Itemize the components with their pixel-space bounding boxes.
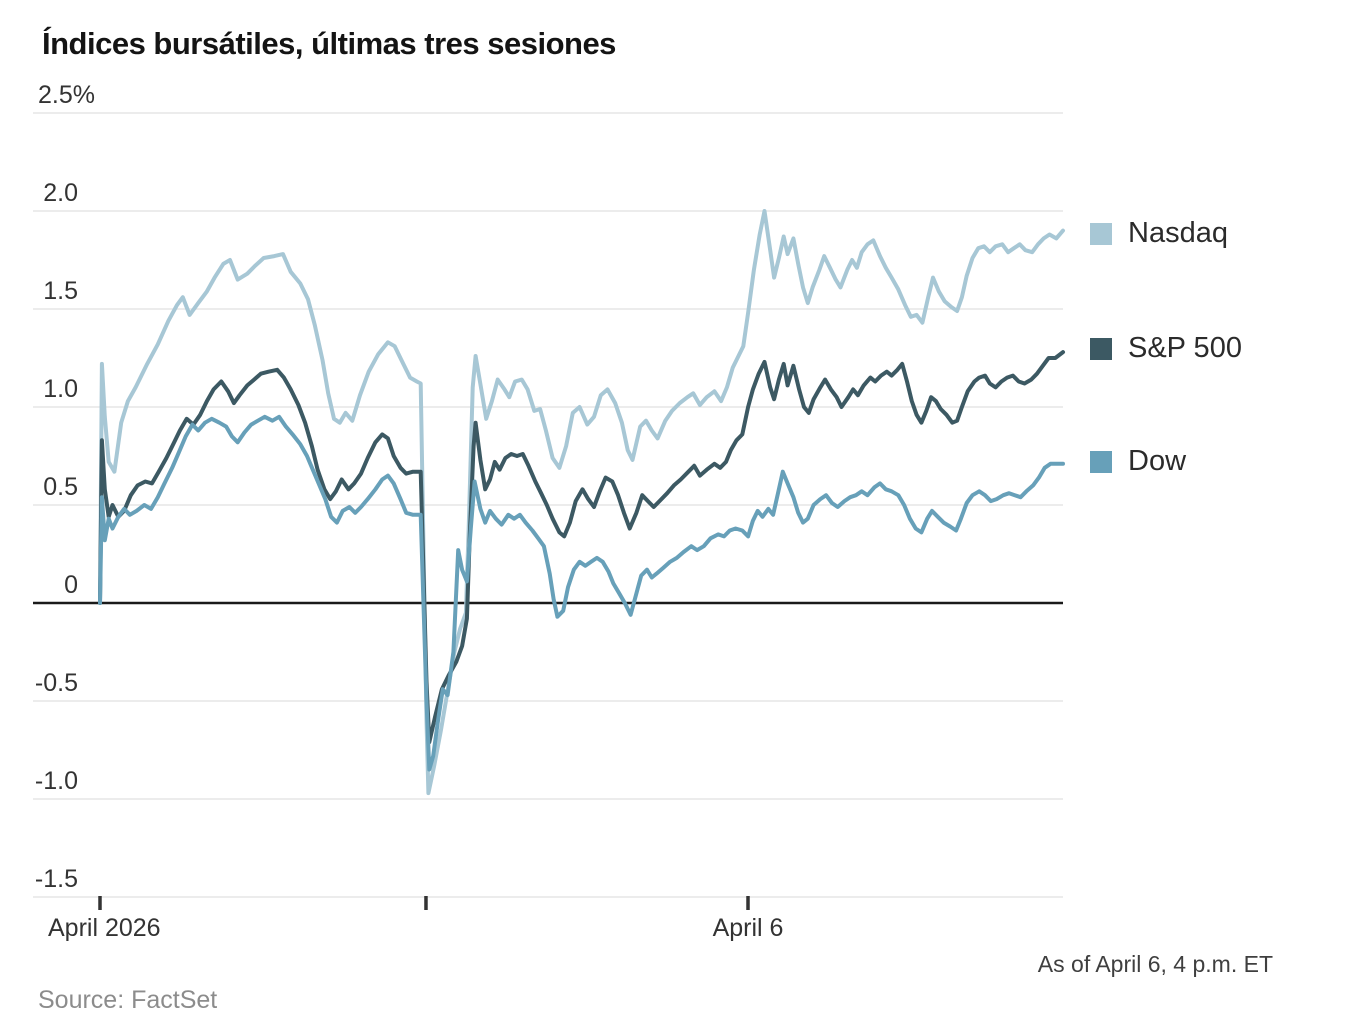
legend-item-dow: Dow [1090,445,1186,478]
y-axis-label: -1.0 [35,767,78,795]
y-axis-label: -1.5 [35,865,78,893]
x-axis-label: April 2026 [48,914,161,942]
y-axis-label: -0.5 [35,669,78,697]
nasdaq-line [98,209,1065,796]
legend-label-sp500: S&P 500 [1128,332,1242,364]
y-axis-label: 0.5 [43,473,78,501]
y-axis-label: 1.5 [43,277,78,305]
sp500-line [98,350,1065,745]
legend-label-dow: Dow [1128,445,1187,477]
y-axis-label: 0 [64,571,78,599]
as-of-note: As of April 6, 4 p.m. ET [1037,951,1273,977]
y-axis-label: 1.0 [43,375,78,403]
y-axis-label: 2.0 [43,179,78,207]
legend-item-sp500: S&P 500 [1090,332,1242,365]
y-axis-label: 2.5% [38,81,95,109]
chart-title: Índices bursátiles, últimas tres sesione… [42,26,616,61]
dow-swatch-icon [1090,450,1112,473]
sp500-swatch-icon [1090,337,1112,360]
legend-item-nasdaq: Nasdaq [1090,217,1228,250]
dow-line [98,414,1065,772]
legend-label-nasdaq: Nasdaq [1128,217,1228,249]
source-note: Source: FactSet [38,986,218,1014]
x-axis-label: April 6 [713,914,784,942]
nasdaq-swatch-icon [1090,222,1112,245]
